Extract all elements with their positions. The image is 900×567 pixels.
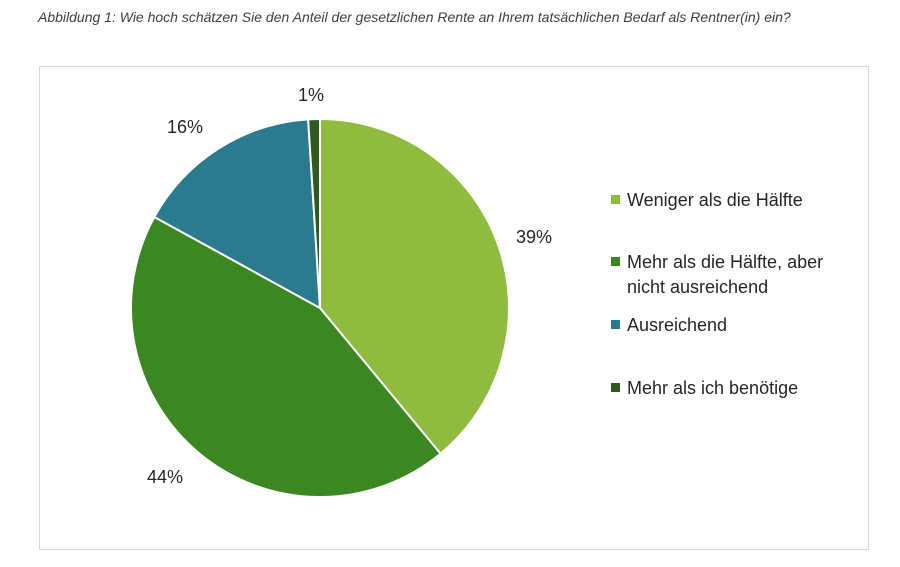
data-label-mehr-als-ich-benoetige: 1%: [298, 85, 324, 105]
legend-label: Ausreichend: [627, 315, 727, 335]
legend-label: Mehr als die Hälfte, aber: [627, 252, 823, 272]
pie-slice-weniger-als-die-haelfte: [319, 118, 510, 455]
pie-slices: [130, 117, 510, 498]
legend-swatch: [611, 257, 620, 266]
legend-swatch: [611, 320, 620, 329]
data-label-mehr-als-die-haelfte-aber-nicht-ausreichend: 44%: [147, 467, 183, 487]
figure-caption: Abbildung 1: Wie hoch schätzen Sie den A…: [38, 9, 791, 25]
data-label-ausreichend: 16%: [167, 117, 203, 137]
chart-legend: Weniger als die Hälfte Mehr als die Hälft…: [611, 190, 823, 398]
legend-item-mehr-als-die-haelfte-aber-nicht-ausreichend: Mehr als die Hälfte, aber nicht ausreiche…: [611, 252, 823, 297]
legend-label: Weniger als die Hälfte: [627, 190, 803, 210]
legend-label: Mehr als ich benötige: [627, 378, 798, 398]
pie-slice-mehr-als-ich-benoetige: [307, 117, 321, 309]
pie-slice-ausreichend: [153, 118, 321, 309]
data-label-weniger-als-die-haelfte: 39%: [516, 227, 552, 247]
pie-data-labels: 39% 44% 16% 1%: [147, 85, 552, 487]
legend-item-ausreichend: Ausreichend: [611, 315, 727, 335]
legend-label: nicht ausreichend: [627, 277, 768, 297]
legend-swatch: [611, 383, 620, 392]
legend-item-mehr-als-ich-benoetige: Mehr als ich benötige: [611, 378, 798, 398]
legend-item-weniger-als-die-haelfte: Weniger als die Hälfte: [611, 190, 803, 210]
legend-swatch: [611, 195, 620, 204]
pie-slice-mehr-als-die-haelfte-aber-nicht-ausreichend: [130, 215, 442, 498]
